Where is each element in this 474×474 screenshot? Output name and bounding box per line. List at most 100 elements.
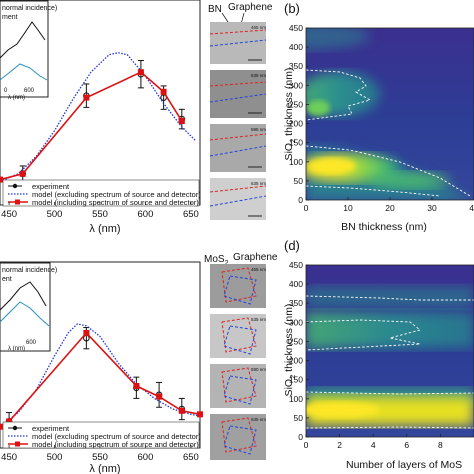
heatmap-b-ytick-label: 350 [289,61,303,71]
micrograph-label-mos2: MoS2 [204,254,229,267]
heatmap-b-xtick-label: 10 [343,203,353,213]
xlabel-top: λ (nm) [89,223,120,235]
legend-top-model-excl: model (excluding spectrum of source and … [32,190,201,199]
legend-bottom-experiment: experiment [32,424,70,433]
bottom-xtick-label: 650 [183,452,199,463]
inset-top-xlabel: λ (nm) [8,95,25,101]
heatmap-b-ytick-label: 250 [289,99,303,109]
heatmap-b-ytick-label: 100 [289,157,303,167]
bottom-series-2-marker [6,418,13,425]
heatmap-d-ytick-label: 200 [289,356,303,366]
top-xtick-label: 650 [183,209,199,220]
inset-cyan-line [0,301,50,327]
inset-bottom-tick-0: 600 [26,340,37,346]
heatmap-d-xtick-label: 4 [371,440,376,450]
micrograph-top-1: 465 nm [209,22,266,64]
micrograph-top-3: 595 nm [209,124,266,172]
top-series-2-marker [178,118,185,124]
micrograph-strip-top: BN Graphene 465 nm 535 nm 595 nm [208,2,273,220]
micrograph-top-1-wavelength: 465 nm [251,25,266,30]
inset-top: normal incidence) ment 0 600 λ (nm) [0,0,57,101]
micrograph-bottom-4-wavelength: 635 nm [251,417,266,422]
inset-black-line [0,21,46,59]
top-series-2-marker [0,176,3,183]
heatmap-b-xtick-label: 0 [304,203,309,213]
heatmap-d-ytick-label: 150 [289,375,303,385]
contour-d-mid [306,319,421,351]
panel-label-d: (d) [284,238,300,253]
heatmap-d-xtick-label: 0 [304,440,309,450]
top-series-2-marker [160,88,167,95]
inset-top-tick-0: 0 [4,88,8,94]
heatmap-b-ytick-label: 400 [289,42,303,52]
bottom-xtick-label: 600 [138,452,154,463]
heatmap-d-xtick-label: 2 [337,440,342,450]
spectrum-panel-bottom: normal incidence) ent 600 λ (nm) experim… [0,261,203,474]
bottom-series-2-marker [83,329,90,336]
legend-bottom-model-incl: model (including spectrum of source and … [32,440,199,449]
inset-cyan-line [0,63,48,81]
heatmap-d-ytick-label: 400 [289,279,303,289]
micrograph-label-bn: BN [208,4,222,15]
micrograph-top-2: 535 nm [209,70,266,118]
inset-bottom-xlabel: λ (nm) [8,346,25,352]
contour-b-lower-2 [306,185,441,197]
top-xtick-label: 600 [138,209,154,220]
micrograph-bottom-2-wavelength: 535 nm [251,317,266,322]
inset-top-legend: ment [2,14,18,21]
micrograph-bottom-3: 590 nm [210,364,266,408]
heatmap-d-ytick-label: 250 [289,336,303,346]
heatmap-d-ytick-label: 450 [289,260,303,270]
legend-top: experiment model (excluding spectrum of … [2,179,201,207]
heatmap-d-ytick-label: 50 [294,413,304,423]
inset-bottom: normal incidence) ent 600 λ (nm) [0,262,57,352]
top-xtick-label: 550 [92,209,108,220]
bottom-xtick-label: 550 [92,452,108,463]
heatmap-b-xtick-label: 20 [385,203,395,213]
top-series-2-marker [83,94,90,101]
micrograph-top-4: 635 nm [209,178,266,220]
heatmap-d-ytick-label: 100 [289,394,303,404]
bottom-series-2-marker [0,423,3,430]
contour-d-top [306,295,474,301]
micrograph-label-graphene-bottom: Graphene [233,252,278,263]
ylabel-d: SiO2 thickness (nm) [283,304,297,397]
heatmap-d-ytick-label: 0 [298,432,303,442]
heatmap-b-ytick-label: 450 [289,23,303,33]
heatmap-d-ytick-label: 300 [289,317,303,327]
heatmap-d-xtick-label: 6 [404,440,409,450]
bottom-series-2-marker [133,383,140,389]
bottom-xtick-label: 500 [47,452,63,463]
heatmap-d-ytick-label: 350 [289,298,303,308]
heatmap-b-xtick-label: 30 [427,203,437,213]
heatmap-b: (b) 0 50 100 150 200 250 300 350 400 450 0 10 20 30 40… [283,1,474,233]
contour-b-upper [306,69,372,121]
spectrum-panel-top: normal incidence) ment 0 600 λ (nm) expe… [0,0,201,235]
heatmap-d-frame [305,264,474,438]
micrograph-bottom-1-wavelength: 465 nm [251,267,266,272]
bottom-xtick-label: 450 [1,452,17,463]
inset-black-line [0,281,47,311]
micrograph-top-2-wavelength: 535 nm [251,73,266,78]
inset-bottom-legend: ent [2,276,12,283]
ylabel-b: SiO2 thickness (nm) [283,68,297,161]
xlabel-b: BN thickness (nm) [341,221,427,233]
heatmap-b-ytick-label: 200 [289,119,303,129]
legend-bottom: experiment model (excluding spectrum of … [2,421,201,449]
inset-top-tick-1: 600 [24,88,35,94]
micrograph-top-3-wavelength: 595 nm [251,127,266,132]
panel-label-b: (b) [284,1,300,16]
contour-b-lower [306,145,471,197]
bottom-series-2-marker [197,411,203,418]
heatmap-d-xtick-label: 8 [438,440,443,450]
top-xtick-label: 450 [1,209,17,220]
legend-bottom-model-excl: model (excluding spectrum of source and … [32,432,201,441]
xlabel-bottom: λ (nm) [89,463,120,474]
legend-top-model-incl: model (including spectrum of source and … [32,198,199,207]
heatmap-b-ytick-label: 300 [289,80,303,90]
top-xtick-label: 500 [47,209,63,220]
heatmap-b-xtick-label: 40 [469,203,474,213]
heatmap-b-ytick-label: 50 [294,176,304,186]
top-series-2-line [0,71,183,181]
